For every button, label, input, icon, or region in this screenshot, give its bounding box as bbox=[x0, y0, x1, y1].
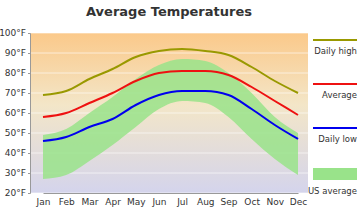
x-axis-line bbox=[44, 193, 299, 194]
x-tick-label: Mar bbox=[81, 197, 98, 207]
legend-label: US average bbox=[308, 186, 357, 196]
y-tick: 100°F bbox=[0, 28, 30, 38]
grid-line bbox=[30, 193, 308, 194]
y-tick-mark bbox=[28, 133, 30, 134]
y-tick: 50°F bbox=[5, 128, 30, 138]
y-tick-label: 80°F bbox=[5, 68, 26, 78]
x-tick-label: Apr bbox=[105, 197, 121, 207]
us-average-band bbox=[43, 59, 298, 179]
y-tick-label: 40°F bbox=[5, 148, 26, 158]
x-tick-label: Aug bbox=[197, 197, 215, 207]
grid-line bbox=[30, 173, 308, 174]
y-tick: 40°F bbox=[5, 148, 30, 158]
y-tick-mark bbox=[28, 173, 30, 174]
x-tick-label: Sep bbox=[220, 197, 237, 207]
y-tick-mark bbox=[28, 73, 30, 74]
x-tick-label: Jun bbox=[151, 197, 166, 207]
x-tick: Aug bbox=[197, 193, 215, 207]
x-tick-label: Feb bbox=[59, 197, 75, 207]
y-tick-mark bbox=[28, 113, 30, 114]
y-tick-mark bbox=[28, 53, 30, 54]
y-tick: 20°F bbox=[5, 188, 30, 198]
grid bbox=[30, 33, 308, 193]
legend-swatch bbox=[313, 83, 357, 85]
x-tick: Oct bbox=[244, 193, 260, 207]
legend-label: Daily low bbox=[318, 134, 357, 144]
y-tick: 30°F bbox=[5, 168, 30, 178]
x-tick: Nov bbox=[267, 193, 285, 207]
chart: 20°F 30°F 40°F 50°F 60°F 70°F 80°F 90°F 100°F Jan… bbox=[0, 0, 360, 220]
y-tick-mark bbox=[28, 153, 30, 154]
y-tick: 60°F bbox=[5, 108, 30, 118]
x-tick: Mar bbox=[81, 193, 98, 207]
x-axis: Jan Feb Mar Apr May Jun Jul Aug Sep Oct Nov Dec bbox=[36, 193, 308, 207]
y-tick: 90°F bbox=[5, 48, 30, 58]
plot-background bbox=[30, 33, 308, 193]
grid-line bbox=[30, 53, 308, 54]
x-tick-label: Dec bbox=[290, 197, 307, 207]
plot-area bbox=[43, 49, 298, 179]
x-tick-label: Oct bbox=[244, 197, 260, 207]
x-tick: Dec bbox=[290, 193, 307, 207]
y-tick-label: 100°F bbox=[0, 28, 26, 38]
legend-swatch bbox=[313, 168, 357, 180]
title: Average Temperatures bbox=[86, 4, 252, 19]
legend-label: Average bbox=[322, 90, 357, 100]
legend-swatch bbox=[313, 39, 357, 41]
legend-label: Daily high bbox=[314, 46, 357, 56]
x-tick: Feb bbox=[59, 193, 75, 207]
y-tick-label: 70°F bbox=[5, 88, 26, 98]
y-tick-label: 60°F bbox=[5, 108, 26, 118]
x-tick: Jun bbox=[151, 193, 166, 207]
y-tick: 80°F bbox=[5, 68, 30, 78]
legend-swatch bbox=[313, 127, 357, 129]
y-axis-line bbox=[28, 34, 31, 194]
x-tick: Sep bbox=[220, 193, 237, 207]
y-axis: 20°F 30°F 40°F 50°F 60°F 70°F 80°F 90°F 100°F bbox=[0, 28, 31, 198]
grid-line bbox=[30, 33, 308, 34]
x-tick: Jul bbox=[176, 193, 188, 207]
series-line bbox=[43, 91, 298, 141]
x-tick: Jan bbox=[36, 193, 51, 207]
x-tick: May bbox=[127, 193, 146, 207]
x-tick-label: Jan bbox=[36, 197, 51, 207]
y-tick-label: 20°F bbox=[5, 188, 26, 198]
y-tick-mark bbox=[28, 93, 30, 94]
y-tick-mark bbox=[28, 33, 30, 34]
x-tick-label: Jul bbox=[176, 197, 188, 207]
legend: Daily high Average Daily low US average bbox=[308, 40, 357, 196]
y-tick-label: 90°F bbox=[5, 48, 26, 58]
y-tick-mark bbox=[28, 193, 30, 194]
x-tick-label: Nov bbox=[267, 197, 285, 207]
y-tick-label: 50°F bbox=[5, 128, 26, 138]
x-tick: Apr bbox=[105, 193, 121, 207]
series-line bbox=[43, 71, 298, 117]
x-tick-label: May bbox=[127, 197, 146, 207]
y-tick-label: 30°F bbox=[5, 168, 26, 178]
y-tick: 70°F bbox=[5, 88, 30, 98]
